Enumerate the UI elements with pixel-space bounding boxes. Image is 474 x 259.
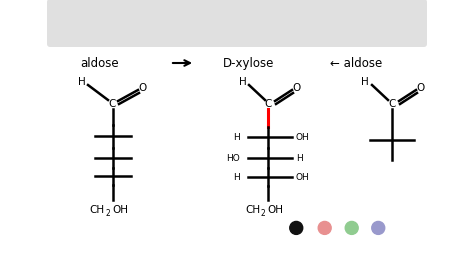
Text: H: H [239,77,247,87]
Text: H: H [361,77,369,87]
Text: H: H [296,154,303,162]
Text: D-xylose: D-xylose [223,56,274,69]
Text: C: C [388,99,396,109]
Text: C: C [264,99,272,109]
Text: OH: OH [296,172,310,182]
Text: aldose: aldose [80,56,118,69]
Text: H: H [78,77,86,87]
Text: CH: CH [245,205,260,215]
Text: ← aldose: ← aldose [330,56,382,69]
Circle shape [345,221,358,234]
Text: O: O [293,83,301,93]
Circle shape [290,221,303,234]
Text: OH: OH [296,133,310,141]
Text: 2: 2 [261,210,266,219]
Circle shape [372,221,385,234]
Text: OH: OH [267,205,283,215]
FancyBboxPatch shape [47,0,427,47]
Text: O: O [139,83,147,93]
Text: H: H [233,172,240,182]
Text: 2: 2 [106,210,111,219]
Text: C: C [109,99,116,109]
Text: CH: CH [89,205,104,215]
Circle shape [318,221,331,234]
Text: HO: HO [226,154,240,162]
Text: H: H [233,133,240,141]
Text: O: O [417,83,425,93]
Text: OH: OH [112,205,128,215]
